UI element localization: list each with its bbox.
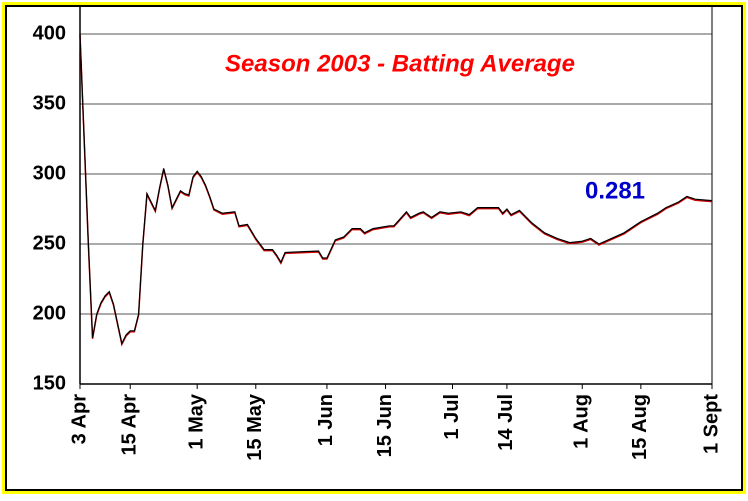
y-tick-label: 150 [33,372,66,394]
series-line [79,33,713,346]
y-tick-label: 350 [33,92,66,114]
y-tick-label: 400 [33,22,66,44]
x-tick-label: 15 Apr [119,394,141,456]
y-tick-label: 250 [33,232,66,254]
background [7,7,741,489]
chart-title: Season 2003 - Batting Average [225,50,575,77]
x-tick-label: 1 May [185,393,207,449]
y-tick-label: 200 [33,302,66,324]
x-tick-label: 15 Jun [374,394,396,457]
y-tick-label: 300 [33,162,66,184]
x-tick-label: 1 Aug [571,394,593,449]
x-tick-label: 14 Jul [495,394,517,451]
x-tick-label: 3 Apr [68,394,90,445]
x-tick-label: 1 Sept [700,394,722,454]
x-tick-label: 15 Aug [629,394,651,460]
x-tick-label: 15 May [244,393,266,461]
x-tick-label: 1 Jul [441,394,463,440]
annotation: 0.281 [585,177,645,204]
x-tick-label: 1 Jun [315,394,337,446]
